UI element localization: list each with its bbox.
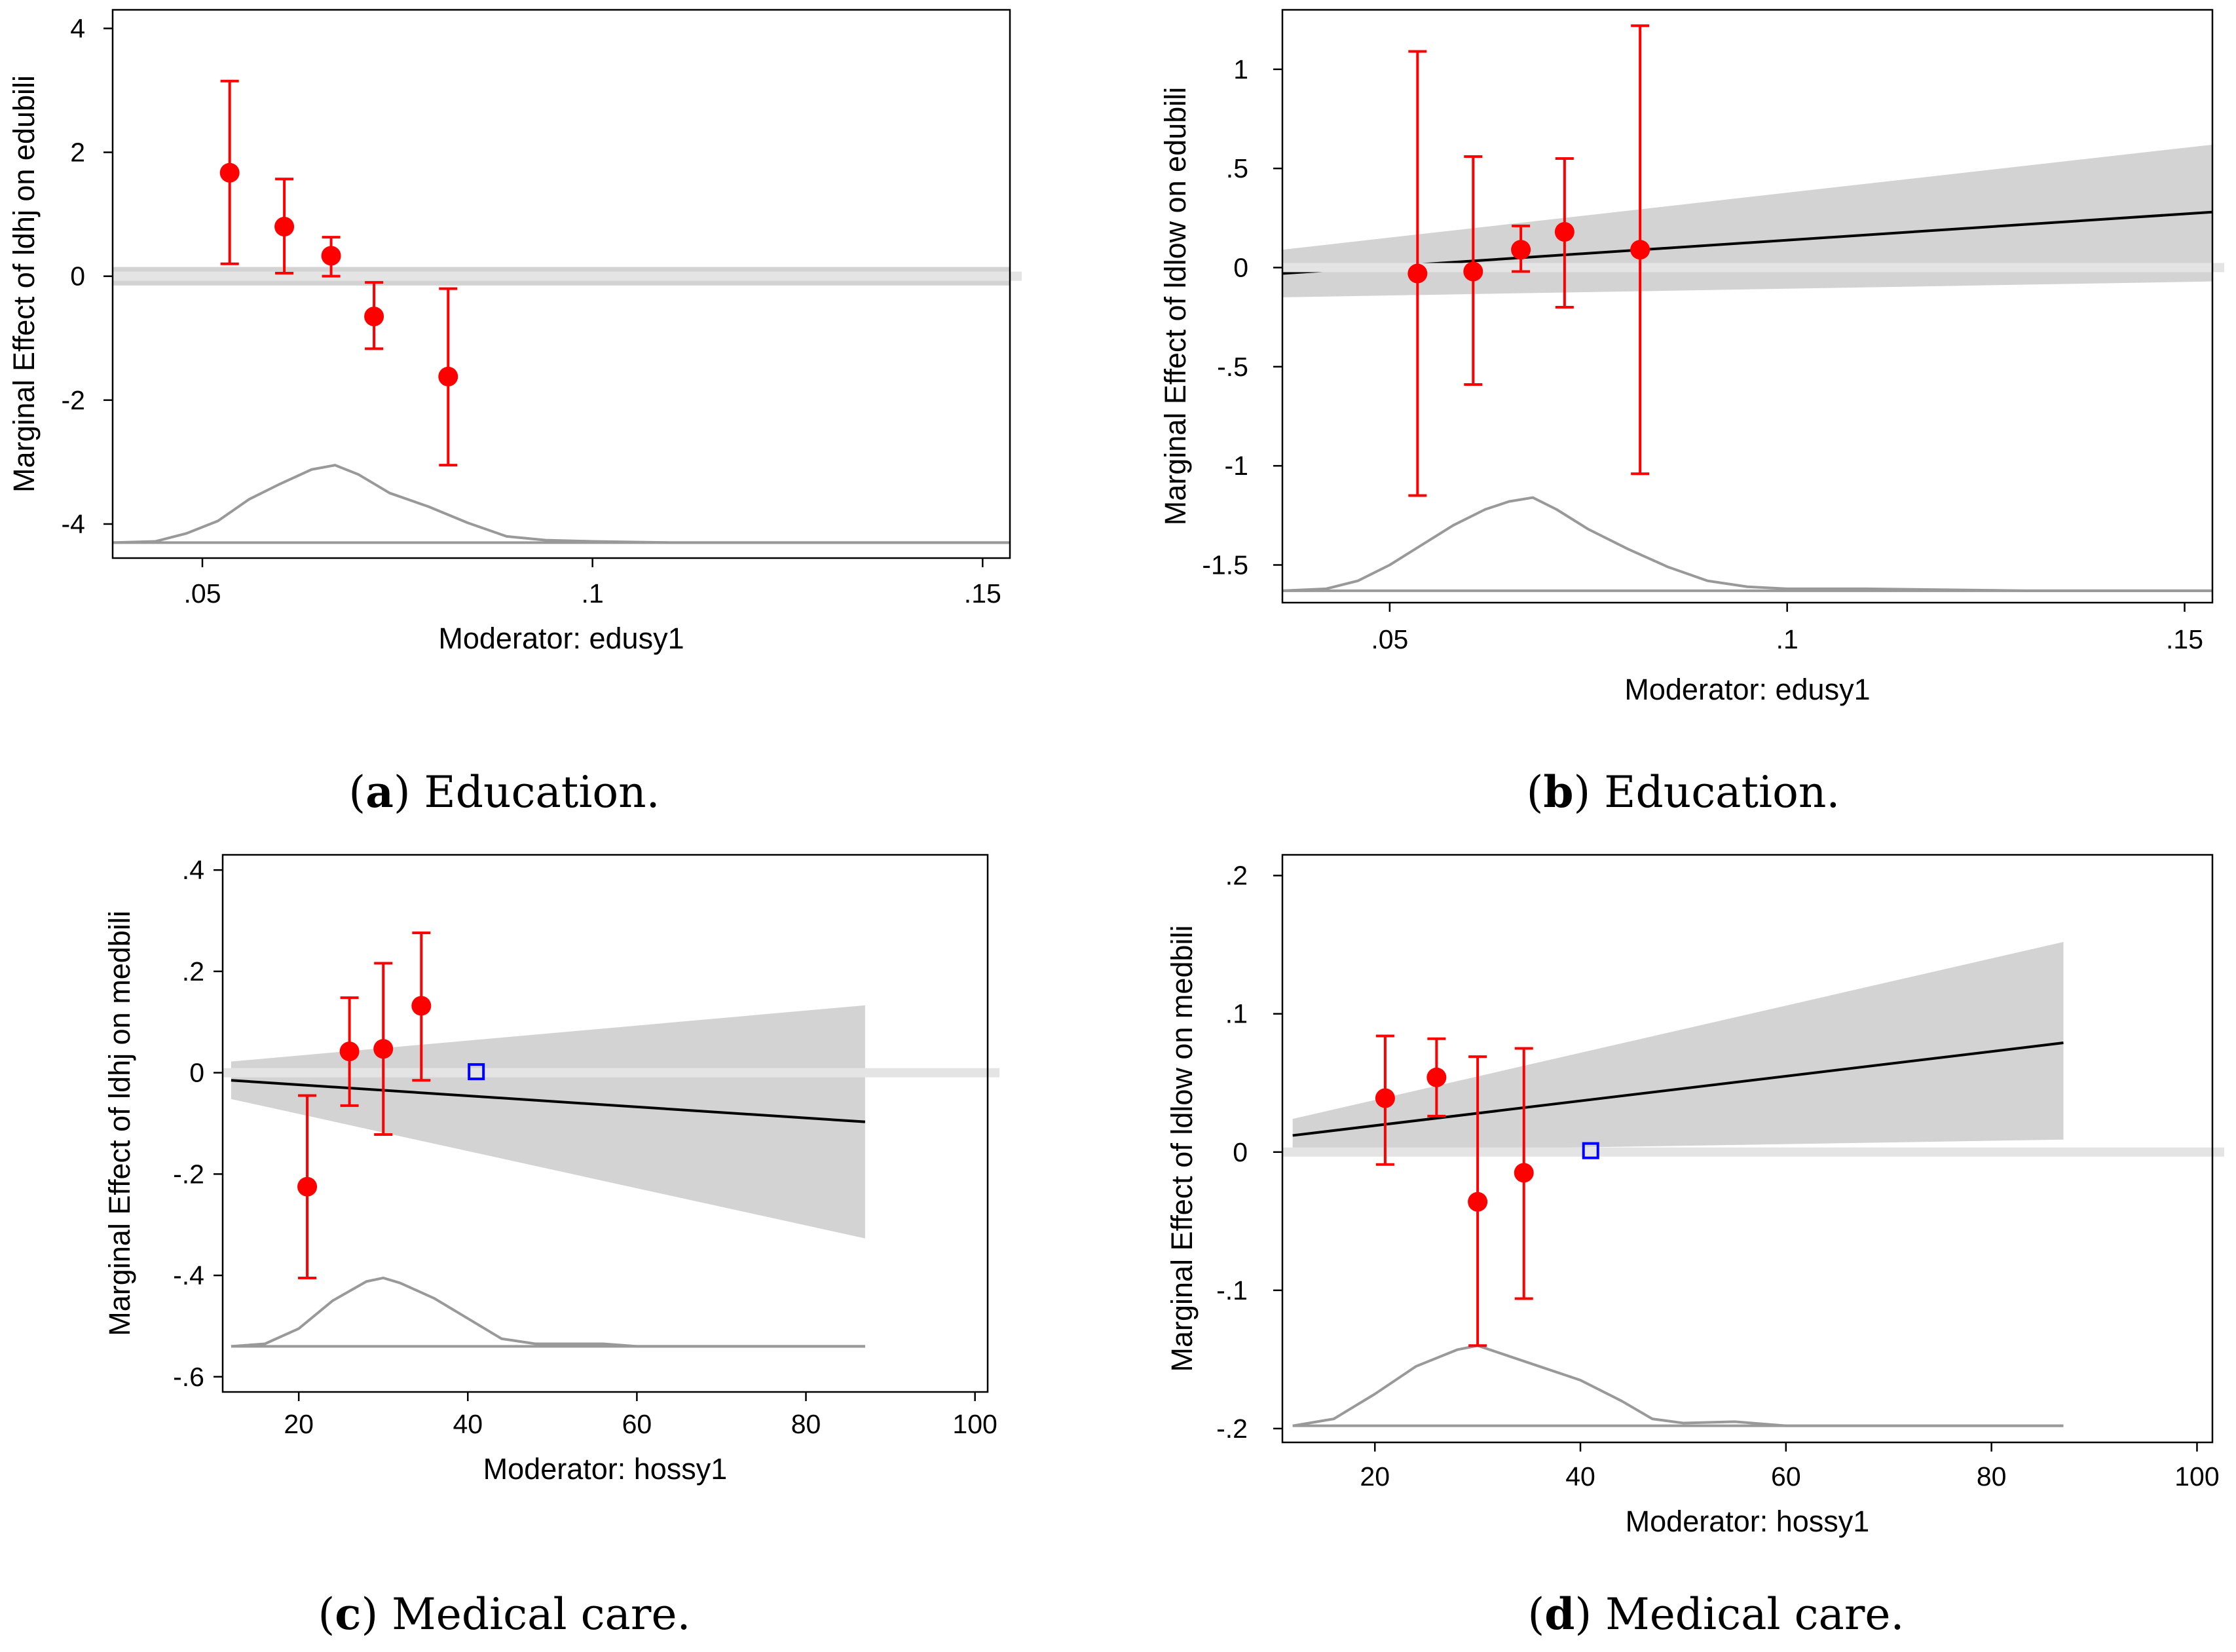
y-tick-label: 0 bbox=[70, 261, 85, 291]
y-tick-label: .4 bbox=[182, 855, 204, 885]
plot-area bbox=[1282, 144, 2212, 592]
x-tick-label: 60 bbox=[1771, 1461, 1801, 1492]
y-tick-label: .2 bbox=[182, 956, 204, 986]
y-tick-label: -2 bbox=[62, 385, 85, 415]
x-tick-label: .05 bbox=[1371, 624, 1408, 654]
y-tick-label: 0 bbox=[1233, 252, 1248, 282]
y-tick-label: -1 bbox=[1225, 451, 1248, 481]
caption-d-letter: d bbox=[1544, 1588, 1575, 1640]
mean-marker bbox=[1582, 1142, 1599, 1159]
point-estimate bbox=[1468, 1192, 1488, 1212]
plot-frame bbox=[1281, 854, 2214, 1444]
x-tick-label: 40 bbox=[1565, 1461, 1595, 1492]
caption-a-letter: a bbox=[365, 766, 394, 817]
density-curve bbox=[231, 1276, 865, 1348]
point-estimate bbox=[321, 246, 341, 266]
caption-c-text: Medical care. bbox=[378, 1589, 691, 1640]
y-axis-title: Marginal Effect of ldlow on medbili bbox=[1165, 925, 1199, 1372]
x-axis-title: Moderator: edusy1 bbox=[1624, 673, 1870, 706]
y-tick-label: -.4 bbox=[173, 1260, 204, 1290]
confidence-band bbox=[1292, 941, 2064, 1152]
y-tick-label: -.2 bbox=[173, 1159, 204, 1189]
y-tick-label: 4 bbox=[70, 13, 85, 43]
point-estimate bbox=[1554, 221, 1575, 242]
y-tick-label: 0 bbox=[1233, 1137, 1248, 1167]
point-estimate bbox=[274, 217, 295, 237]
point-estimate bbox=[438, 366, 458, 386]
y-tick-label: -4 bbox=[62, 509, 85, 539]
point-estimate bbox=[1463, 261, 1483, 282]
chart-b: .05 .1 .15 1 .5 0 -.5 -1 -1.5 Moderator: edusy1 Ma… bbox=[1159, 9, 2224, 706]
x-tick-label: .1 bbox=[582, 578, 604, 609]
plot-area bbox=[231, 1005, 865, 1348]
x-tick-label: .15 bbox=[2166, 624, 2203, 654]
point-estimate bbox=[1514, 1163, 1534, 1183]
x-tick-label: .15 bbox=[964, 578, 1001, 609]
x-tick-label: 60 bbox=[622, 1409, 652, 1439]
x-tick-label: 100 bbox=[2174, 1461, 2219, 1492]
x-tick-label: 20 bbox=[1360, 1461, 1390, 1492]
y-tick-label: -.5 bbox=[1217, 352, 1248, 382]
plot-area bbox=[113, 267, 1010, 544]
marginal-effect-line bbox=[1292, 1042, 2064, 1137]
caption-a-text: Education. bbox=[410, 767, 660, 817]
caption-d-text: Medical care. bbox=[1592, 1589, 1905, 1640]
point-estimate bbox=[373, 1039, 394, 1059]
point-estimate bbox=[411, 996, 432, 1016]
caption-b-letter: b bbox=[1543, 766, 1574, 817]
y-tick-label: .5 bbox=[1226, 153, 1248, 183]
point-estimate bbox=[1407, 263, 1428, 284]
caption-c-letter: c bbox=[335, 1588, 362, 1640]
x-tick-label: .05 bbox=[184, 578, 221, 609]
y-tick-label: 1 bbox=[1233, 54, 1248, 84]
density-curve bbox=[1292, 1344, 2064, 1427]
x-axis-title: Moderator: edusy1 bbox=[438, 622, 684, 655]
caption-b-text: Education. bbox=[1590, 767, 1840, 817]
plot-area bbox=[1292, 941, 2064, 1427]
plot-frame bbox=[221, 854, 989, 1393]
x-axis-title: Moderator: hossy1 bbox=[483, 1452, 728, 1486]
x-tick-label: 100 bbox=[952, 1409, 997, 1439]
point-estimate bbox=[364, 307, 384, 327]
y-axis-title: Marginal Effect of ldlow on edubili bbox=[1159, 87, 1192, 526]
chart-d: 20 40 60 80 100 .2 .1 0 -.1 -.2 Moderator: hossy1 M… bbox=[1165, 854, 2224, 1538]
chart-a: .05 .1 .15 4 2 0 -2 -4 Moderator: edusy1 Marginal… bbox=[7, 9, 1022, 655]
point-estimate bbox=[339, 1042, 360, 1062]
y-axis-title: Marginal Effect of ldhj on medbili bbox=[103, 910, 136, 1336]
x-tick-label: 20 bbox=[284, 1409, 314, 1439]
chart-c: 20 40 60 80 100 .4 .2 0 -.2 -.4 -.6 Moderator: hoss… bbox=[103, 854, 999, 1486]
plot-frame bbox=[1281, 9, 2214, 604]
density-curve bbox=[113, 464, 1010, 544]
caption-a: (a) Education. bbox=[348, 766, 660, 817]
y-tick-label: .1 bbox=[1225, 999, 1248, 1029]
y-axis-title: Marginal Effect of ldhj on edubili bbox=[7, 75, 41, 493]
caption-d: (d) Medical care. bbox=[1527, 1588, 1905, 1640]
caption-b: (b) Education. bbox=[1526, 766, 1840, 817]
mean-marker bbox=[468, 1063, 485, 1081]
y-tick-label: 0 bbox=[189, 1058, 204, 1088]
density-curve bbox=[1282, 496, 2212, 592]
y-tick-label: -.1 bbox=[1216, 1275, 1248, 1305]
y-tick-label: -1.5 bbox=[1202, 550, 1248, 580]
point-estimate bbox=[1375, 1088, 1395, 1108]
x-tick-label: 80 bbox=[791, 1409, 821, 1439]
confidence-band bbox=[231, 1005, 865, 1239]
caption-c: (c) Medical care. bbox=[318, 1588, 691, 1640]
plot-frame bbox=[111, 9, 1011, 559]
point-estimate bbox=[297, 1176, 318, 1197]
y-tick-label: .2 bbox=[1225, 861, 1248, 891]
point-estimate bbox=[1511, 240, 1531, 260]
y-tick-label: 2 bbox=[70, 138, 85, 168]
x-tick-label: 40 bbox=[453, 1409, 483, 1439]
x-tick-label: 80 bbox=[1977, 1461, 2007, 1492]
y-tick-label: -.6 bbox=[173, 1362, 204, 1392]
point-estimate bbox=[219, 162, 240, 183]
x-tick-label: .1 bbox=[1776, 624, 1798, 654]
point-estimate bbox=[1630, 240, 1650, 260]
y-tick-label: -.2 bbox=[1216, 1414, 1248, 1444]
point-estimate bbox=[1426, 1067, 1447, 1087]
marginal-effect-line bbox=[231, 1079, 865, 1123]
x-axis-title: Moderator: hossy1 bbox=[1626, 1505, 1870, 1538]
